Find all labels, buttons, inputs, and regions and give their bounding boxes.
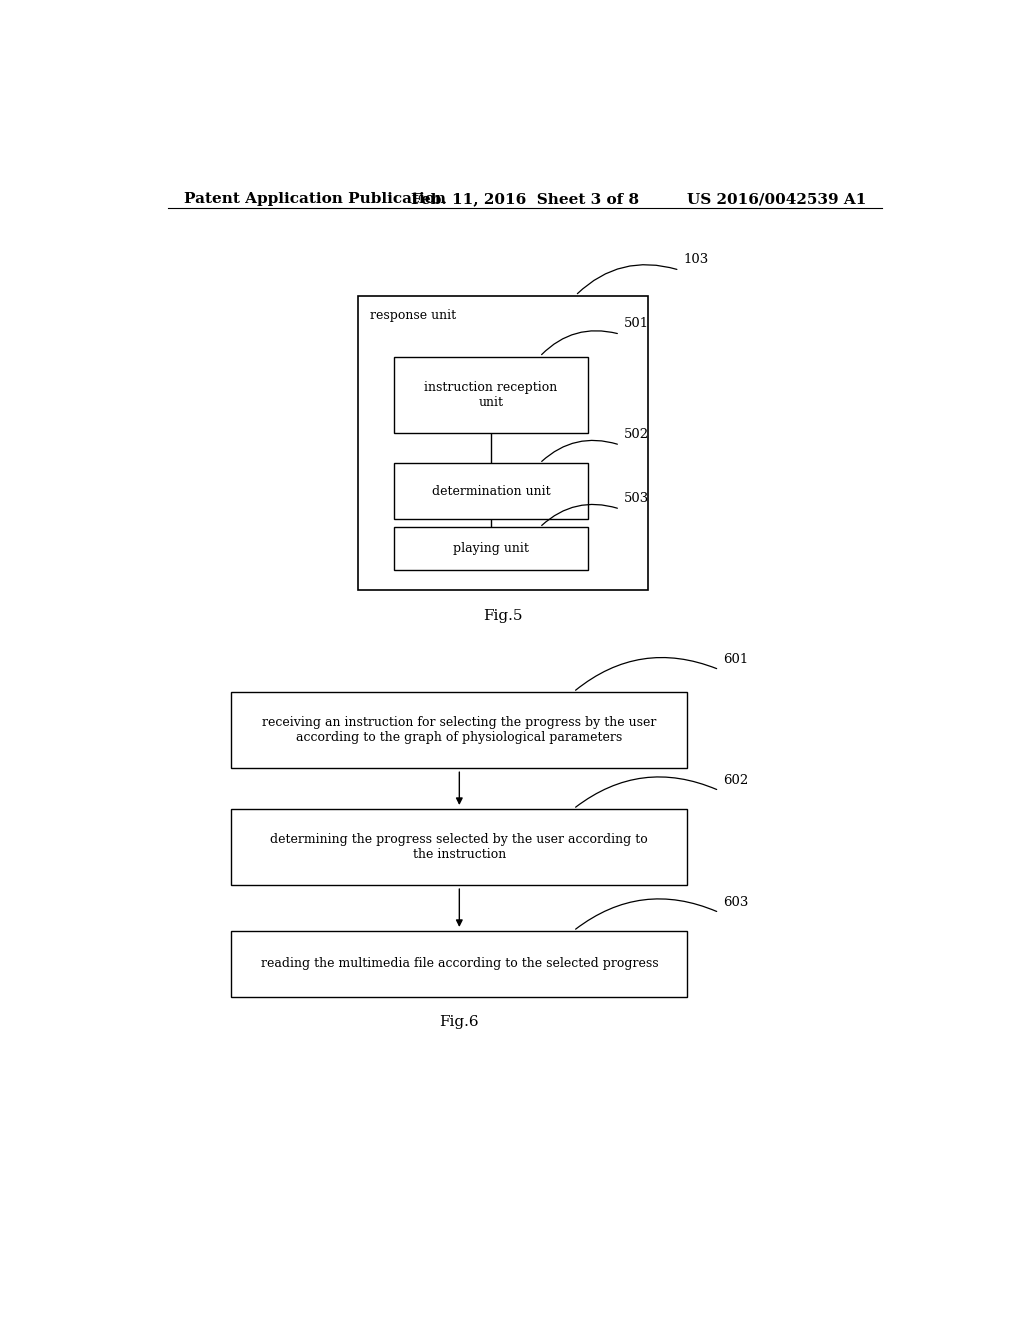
Text: determining the progress selected by the user according to
the instruction: determining the progress selected by the…	[270, 833, 648, 861]
Text: instruction reception
unit: instruction reception unit	[424, 380, 558, 409]
Text: Patent Application Publication: Patent Application Publication	[183, 191, 445, 206]
FancyBboxPatch shape	[394, 356, 588, 433]
Text: determination unit: determination unit	[432, 484, 550, 498]
Text: response unit: response unit	[370, 309, 456, 322]
Text: Feb. 11, 2016  Sheet 3 of 8: Feb. 11, 2016 Sheet 3 of 8	[411, 191, 639, 206]
FancyBboxPatch shape	[394, 463, 588, 519]
FancyBboxPatch shape	[231, 692, 687, 768]
FancyBboxPatch shape	[231, 809, 687, 886]
Text: Fig.6: Fig.6	[439, 1015, 479, 1030]
Text: 503: 503	[624, 492, 649, 506]
Text: 501: 501	[624, 317, 649, 330]
Text: 601: 601	[723, 652, 749, 665]
Text: US 2016/0042539 A1: US 2016/0042539 A1	[687, 191, 866, 206]
FancyBboxPatch shape	[394, 528, 588, 570]
FancyBboxPatch shape	[231, 931, 687, 997]
Text: playing unit: playing unit	[454, 543, 529, 556]
Text: Fig.5: Fig.5	[483, 609, 522, 623]
FancyBboxPatch shape	[358, 296, 648, 590]
Text: 602: 602	[723, 774, 749, 787]
Text: reading the multimedia file according to the selected progress: reading the multimedia file according to…	[260, 957, 658, 970]
Text: 103: 103	[684, 253, 709, 267]
Text: receiving an instruction for selecting the progress by the user
according to the: receiving an instruction for selecting t…	[262, 717, 656, 744]
Text: 502: 502	[624, 428, 649, 441]
Text: 603: 603	[723, 895, 749, 908]
